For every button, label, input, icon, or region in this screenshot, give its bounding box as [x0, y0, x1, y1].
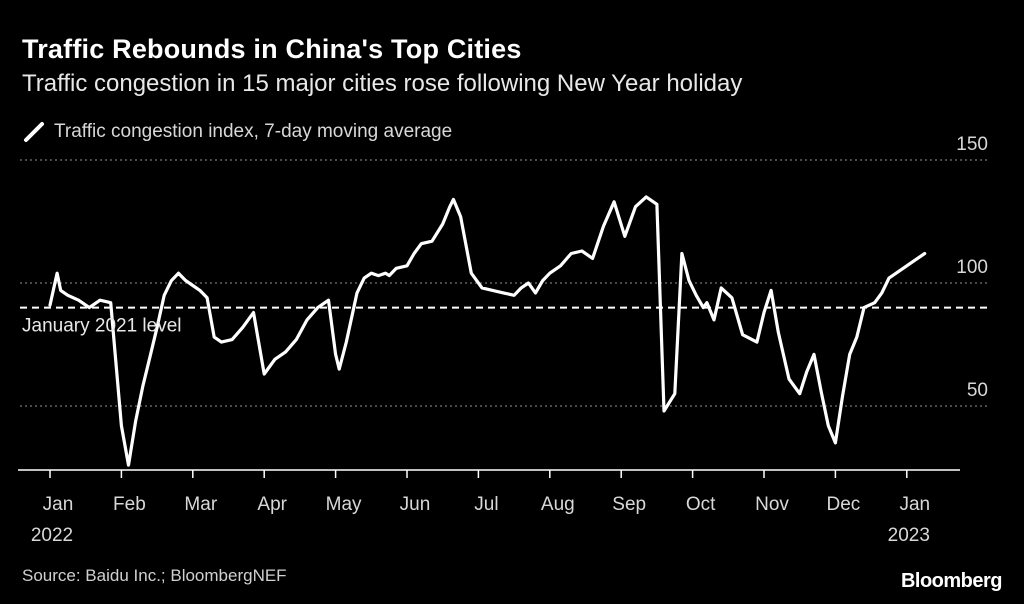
x-tick-label: Jun — [400, 494, 431, 515]
y-tick-label: 150 — [956, 134, 988, 155]
x-year-label: 2023 — [888, 525, 930, 546]
legend-line-icon — [24, 122, 44, 142]
reference-line-label: January 2021 level — [22, 316, 182, 337]
chart-legend: Traffic congestion index, 7-day moving a… — [22, 120, 452, 144]
x-tick-label: Feb — [113, 494, 146, 515]
x-tick-label: Mar — [184, 494, 217, 515]
x-tick-label: Dec — [827, 494, 861, 515]
source-note: Source: Baidu Inc.; BloombergNEF — [22, 566, 287, 585]
x-year-label: 2022 — [31, 525, 73, 546]
x-tick-label: Nov — [755, 494, 789, 515]
x-tick-label: Sep — [612, 494, 646, 515]
chart-subtitle: Traffic congestion in 15 major cities ro… — [22, 70, 743, 97]
x-tick-label: Apr — [257, 494, 287, 515]
x-tick-label: May — [326, 494, 362, 515]
series-line — [48, 195, 927, 467]
y-tick-label: 50 — [967, 380, 988, 401]
x-tick-label: Jan — [43, 494, 74, 515]
x-tick-label: Jan — [899, 494, 930, 515]
chart-title: Traffic Rebounds in China's Top Cities — [22, 34, 522, 64]
legend-label: Traffic congestion index, 7-day moving a… — [54, 121, 453, 142]
x-tick-label: Jul — [474, 494, 498, 515]
bloomberg-logo: Bloomberg — [900, 570, 1003, 592]
x-tick-label: Aug — [541, 494, 575, 515]
x-tick-label: Oct — [686, 494, 716, 515]
y-tick-label: 100 — [956, 257, 988, 278]
